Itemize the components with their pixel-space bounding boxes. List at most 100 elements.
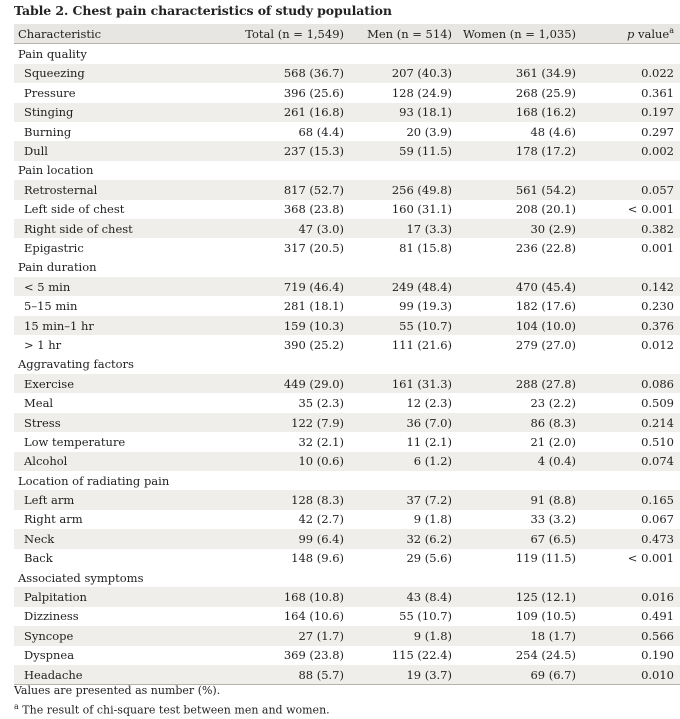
section-row: Aggravating factors <box>14 354 680 375</box>
cell-characteristic: Low temperature <box>24 434 126 449</box>
header-women: Women (n = 1,035) <box>454 24 578 45</box>
cell-men: 29 (5.6) <box>406 551 452 566</box>
cell-women: 21 (2.0) <box>530 434 576 449</box>
cell-characteristic: Exercise <box>14 374 208 394</box>
cell-total: 122 (7.9) <box>208 412 346 433</box>
chest-pain-table: Characteristic Total (n = 1,549) Men (n … <box>14 24 680 686</box>
cell-total: 128 (8.3) <box>208 490 346 510</box>
cell-p-value: 0.142 <box>578 277 680 297</box>
cell-p-value: 0.190 <box>641 648 674 663</box>
table-row: Alcohol 10 (0.6) 6 (1.2) 4 (0.4) 0.074 <box>14 451 680 471</box>
table-row: Headache 88 (5.7) 19 (3.7) 69 (6.7) 0.010 <box>14 664 680 686</box>
cell-p-value: 0.001 <box>641 240 674 255</box>
cell-men: 9 (1.8) <box>413 512 452 527</box>
cell-total: 27 (1.7) <box>208 626 346 646</box>
cell-total: 396 (25.6) <box>283 85 344 100</box>
section-label: Pain quality <box>14 43 680 64</box>
cell-characteristic: Stress <box>14 412 208 433</box>
section-row: Pain location <box>14 160 680 181</box>
cell-men: 32 (6.2) <box>346 529 454 549</box>
table-row: Neck 99 (6.4) 32 (6.2) 67 (6.5) 0.473 <box>14 529 680 549</box>
table-row: Burning 68 (4.4) 20 (3.9) 48 (4.6) 0.297 <box>14 122 680 141</box>
cell-p-value: < 0.001 <box>627 551 674 566</box>
cell-characteristic: Dizziness <box>24 609 79 624</box>
cell-p-value: 0.016 <box>578 587 680 607</box>
section-label: Location of radiating pain <box>14 470 680 491</box>
section-row: Location of radiating pain <box>14 470 680 491</box>
cell-women: 279 (27.0) <box>515 337 576 352</box>
table-row: 5–15 min 281 (18.1) 99 (19.3) 182 (17.6) 0.2… <box>14 296 680 315</box>
cell-total: 42 (2.7) <box>298 512 344 527</box>
table-body: Pain quality Squeezing 568 (36.7) 207 (40.3… <box>14 43 680 686</box>
cell-women: 67 (6.5) <box>454 529 578 549</box>
cell-men: 161 (31.3) <box>346 374 454 394</box>
cell-p-value: 0.165 <box>578 490 680 510</box>
table-notes: Values are presented as number (%). a Th… <box>14 683 330 719</box>
cell-characteristic: Dull <box>14 141 208 161</box>
cell-total: 449 (29.0) <box>208 374 346 394</box>
table-row: Right side of chest 47 (3.0) 17 (3.3) 30 (2… <box>14 218 680 239</box>
cell-women: 48 (4.6) <box>530 124 576 139</box>
cell-total: 368 (23.8) <box>283 202 344 217</box>
table-row: Low temperature 32 (2.1) 11 (2.1) 21 (2.0) 0… <box>14 432 680 451</box>
cell-total: 32 (2.1) <box>298 434 344 449</box>
cell-total: 369 (23.8) <box>283 648 344 663</box>
cell-characteristic: < 5 min <box>14 277 208 297</box>
cell-women: 168 (16.2) <box>454 102 578 122</box>
cell-characteristic: Squeezing <box>14 63 208 84</box>
cell-women: 561 (54.2) <box>454 180 578 200</box>
cell-women: 119 (11.5) <box>515 551 576 566</box>
cell-women: 288 (27.8) <box>454 374 578 394</box>
header-p-value: p valuea <box>578 24 680 45</box>
cell-men: 20 (3.9) <box>406 124 452 139</box>
cell-characteristic: > 1 hr <box>24 337 62 352</box>
note-chi-square: a The result of chi-square test between … <box>14 699 330 719</box>
cell-total: 159 (10.3) <box>208 315 346 336</box>
cell-p-value: 0.230 <box>641 299 674 314</box>
table-row: > 1 hr 390 (25.2) 111 (21.6) 279 (27.0) 0.01… <box>14 335 680 354</box>
cell-p-value: 0.361 <box>641 85 674 100</box>
cell-women: 208 (20.1) <box>515 202 576 217</box>
section-row: Pain quality <box>14 43 680 64</box>
section-label: Pain location <box>14 160 680 181</box>
cell-women: 178 (17.2) <box>454 141 578 161</box>
cell-characteristic: 15 min–1 hr <box>14 315 208 336</box>
table-row: Dyspnea 369 (23.8) 115 (22.4) 254 (24.5) 0.1… <box>14 646 680 665</box>
cell-men: 207 (40.3) <box>346 63 454 84</box>
cell-characteristic: Alcohol <box>14 451 208 471</box>
cell-p-value: 0.074 <box>578 451 680 471</box>
header-p-footnote-mark: a <box>669 26 674 36</box>
cell-men: 99 (19.3) <box>399 299 452 314</box>
cell-characteristic: Right side of chest <box>14 218 208 239</box>
cell-women: 104 (10.0) <box>454 315 578 336</box>
note-footnote-mark: a <box>14 702 19 711</box>
cell-characteristic: Burning <box>24 124 72 139</box>
section-label: Pain duration <box>14 257 680 278</box>
cell-characteristic: Palpitation <box>14 587 208 607</box>
cell-total: 281 (18.1) <box>283 299 344 314</box>
cell-p-value: 0.297 <box>641 124 674 139</box>
cell-total: 47 (3.0) <box>208 218 346 239</box>
cell-men: 128 (24.9) <box>391 85 452 100</box>
cell-p-value: 0.382 <box>578 218 680 239</box>
cell-women: 268 (25.9) <box>515 85 576 100</box>
table-row: Exercise 449 (29.0) 161 (31.3) 288 (27.8) 0.… <box>14 374 680 394</box>
cell-p-value: 0.010 <box>578 664 680 686</box>
header-characteristic: Characteristic <box>14 24 208 45</box>
cell-p-value: 0.086 <box>578 374 680 394</box>
cell-p-value: 0.376 <box>578 315 680 336</box>
cell-characteristic: Headache <box>14 664 208 686</box>
cell-characteristic: Left arm <box>14 490 208 510</box>
cell-total: 168 (10.8) <box>208 587 346 607</box>
cell-total: 719 (46.4) <box>208 277 346 297</box>
cell-women: 125 (12.1) <box>454 587 578 607</box>
cell-women: 361 (34.9) <box>454 63 578 84</box>
cell-p-value: 0.491 <box>641 609 674 624</box>
cell-characteristic: Retrosternal <box>14 180 208 200</box>
section-row: Associated symptoms <box>14 567 680 588</box>
table-row: Dizziness 164 (10.6) 55 (10.7) 109 (10.5) 0.… <box>14 607 680 626</box>
cell-women: 109 (10.5) <box>515 609 576 624</box>
cell-women: 91 (8.8) <box>454 490 578 510</box>
cell-characteristic: Left side of chest <box>24 202 125 217</box>
cell-p-value: 0.509 <box>641 396 674 411</box>
